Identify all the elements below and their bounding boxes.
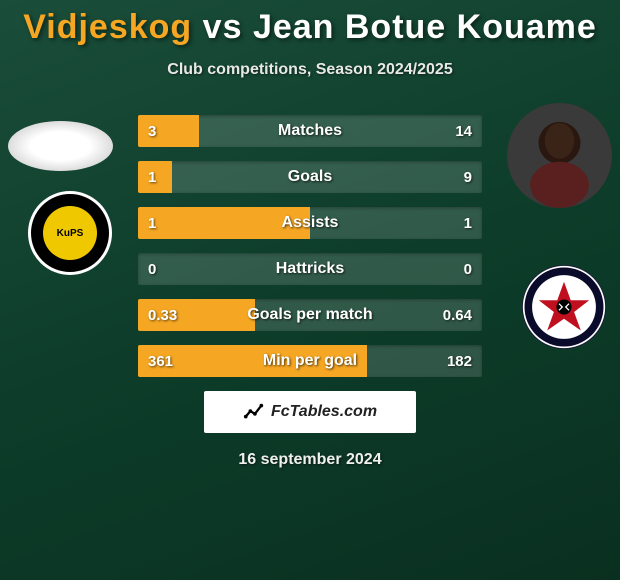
stat-value-right: 9 (464, 169, 472, 186)
stat-label: Assists (282, 214, 339, 232)
stat-value-right: 182 (447, 353, 472, 370)
player2-avatar (507, 103, 612, 208)
club-kups-badge: KuPS (43, 206, 97, 260)
stat-value-left: 0 (148, 261, 156, 278)
stat-value-right: 14 (455, 123, 472, 140)
stat-row: 3 Matches 14 (138, 115, 482, 147)
player2-name: Jean Botue Kouame (253, 8, 597, 46)
stat-bars: 3 Matches 14 1 Goals 9 1 Assists 1 0 Hattricks 0 0.3… (138, 109, 482, 377)
stat-label: Goals (288, 168, 332, 186)
stat-row: 1 Assists 1 (138, 207, 482, 239)
stat-row: 1 Goals 9 (138, 161, 482, 193)
page-title: Vidjeskog vs Jean Botue Kouame (0, 0, 620, 47)
stat-value-right: 1 (464, 215, 472, 232)
subtitle: Club competitions, Season 2024/2025 (0, 61, 620, 79)
stat-value-right: 0 (464, 261, 472, 278)
comparison-panel: KuPS 3 Matches 14 1 Goals 9 1 Assists 1 0 Hattrick… (0, 109, 620, 469)
stat-label: Matches (278, 122, 342, 140)
stat-value-right: 0.64 (443, 307, 472, 324)
stat-value-left: 0.33 (148, 307, 177, 324)
vs-text: vs (203, 8, 243, 46)
club-left-name: KuPS (57, 228, 84, 239)
chart-icon (243, 401, 265, 423)
stat-label: Hattricks (276, 260, 344, 278)
stat-label: Min per goal (263, 352, 357, 370)
player1-name: Vidjeskog (23, 8, 192, 46)
player2-club-logo (522, 265, 606, 349)
stat-value-left: 361 (148, 353, 173, 370)
source-badge: FcTables.com (204, 391, 416, 433)
stat-value-left: 1 (148, 169, 156, 186)
player1-avatar (8, 121, 113, 171)
date-text: 16 september 2024 (8, 451, 612, 469)
player1-club-logo: KuPS (28, 191, 112, 275)
stat-row: 0.33 Goals per match 0.64 (138, 299, 482, 331)
stat-value-left: 1 (148, 215, 156, 232)
stat-row: 0 Hattricks 0 (138, 253, 482, 285)
badge-text: FcTables.com (271, 403, 377, 421)
stat-row: 361 Min per goal 182 (138, 345, 482, 377)
stat-label: Goals per match (247, 306, 372, 324)
stat-value-left: 3 (148, 123, 156, 140)
